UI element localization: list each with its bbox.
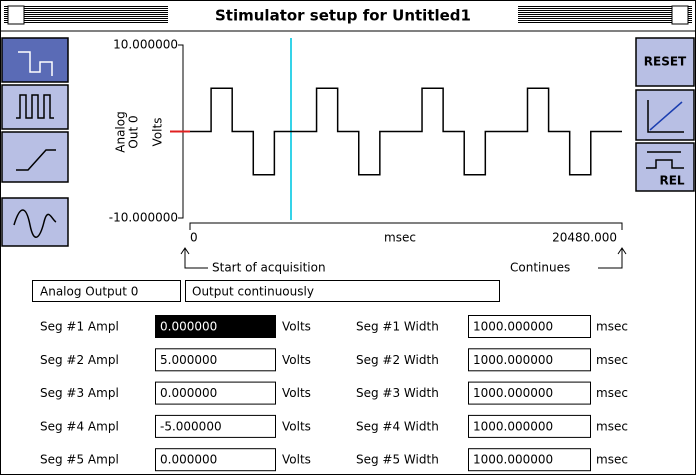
start-label: Start of acquisition (212, 261, 326, 275)
window-title: Stimulator setup for Untitled1 (215, 7, 471, 25)
amp-label: Seg #1 Ampl (40, 320, 119, 334)
y-min-label: -10.000000 (109, 211, 178, 225)
rel-button[interactable] (635, 142, 695, 192)
amp-value: 0.000000 (160, 453, 217, 467)
width-unit: msec (596, 386, 628, 400)
icon (16, 149, 56, 171)
width-unit: msec (596, 453, 628, 467)
x-end-label: 20480.000 (552, 231, 617, 245)
close-box[interactable] (7, 5, 25, 25)
y-unit: Volts (151, 118, 165, 147)
amp-label: Seg #4 Ampl (40, 419, 119, 433)
width-label: Seg #5 Width (356, 453, 439, 467)
width-value: 1000.000000 (473, 453, 553, 467)
waveform (190, 87, 622, 176)
amp-unit: Volts (282, 320, 311, 334)
waveform-toolbar (1, 37, 69, 247)
pulse-train-tool[interactable] (1, 84, 69, 130)
amp-field[interactable] (155, 315, 276, 338)
amp-field[interactable] (155, 348, 276, 372)
mode-menu[interactable] (185, 280, 500, 302)
width-field[interactable] (468, 381, 591, 405)
amp-value: 0.000000 (160, 386, 217, 400)
amp-label: Seg #5 Ampl (40, 453, 119, 467)
width-field[interactable] (468, 448, 591, 472)
width-value: 1000.000000 (473, 353, 553, 367)
title-bg (168, 4, 518, 26)
amp-label: Seg #2 Ampl (40, 353, 119, 367)
channel-menu-text: Analog Output 0 (40, 285, 138, 299)
width-unit: msec (596, 320, 628, 334)
icon (646, 159, 684, 169)
square-wave-tool[interactable] (1, 37, 69, 83)
arrow (617, 247, 627, 255)
sine-tool[interactable] (1, 197, 69, 247)
width-value: 1000.000000 (473, 386, 553, 400)
amp-field[interactable] (155, 414, 276, 438)
plot: 10.000000 -10.000000 Analog Out 0 Volts … (109, 38, 627, 275)
channel-label: Analog (114, 111, 128, 152)
icon (16, 94, 54, 119)
arrow (180, 247, 190, 255)
amp-unit: Volts (282, 353, 311, 367)
icon (647, 100, 684, 133)
channel-menu[interactable] (32, 280, 181, 302)
arrow (184, 249, 208, 269)
x-axis (189, 222, 623, 230)
width-field[interactable] (468, 414, 591, 438)
amp-value: -5.000000 (160, 419, 222, 433)
amp-unit: Volts (282, 386, 311, 400)
width-label: Seg #1 Width (356, 320, 439, 334)
amp-field[interactable] (155, 448, 276, 472)
mode-menu-text: Output continuously (192, 285, 314, 299)
channel-label: Out 0 (127, 115, 141, 148)
amp-field[interactable] (155, 381, 276, 405)
ramp-tool[interactable] (1, 131, 69, 183)
arrow (598, 249, 623, 269)
width-unit: msec (596, 419, 628, 433)
end-label: Continues (510, 261, 570, 275)
width-label: Seg #4 Width (356, 419, 439, 433)
width-field[interactable] (468, 315, 591, 338)
width-value: 1000.000000 (473, 320, 553, 334)
width-field[interactable] (468, 348, 591, 372)
width-label: Seg #3 Width (356, 386, 439, 400)
width-unit: msec (596, 353, 628, 367)
icon (18, 51, 53, 76)
y-max-label: 10.000000 (113, 38, 178, 52)
x-unit: msec (384, 231, 416, 245)
right-toolbar (635, 37, 695, 192)
rel-label: REL (659, 174, 684, 188)
width-value: 1000.000000 (473, 419, 553, 433)
width-label: Seg #2 Width (356, 353, 439, 367)
icon (649, 101, 683, 131)
amp-unit: Volts (282, 419, 311, 433)
amp-value: 0.000000 (160, 320, 217, 334)
icon (13, 209, 57, 238)
amp-unit: Volts (282, 453, 311, 467)
reset-label: RESET (644, 55, 687, 69)
amp-value: 5.000000 (160, 353, 217, 367)
reset-button[interactable] (635, 37, 695, 87)
zoom-box[interactable] (671, 5, 689, 25)
x-start-label: 0 (190, 231, 198, 245)
amp-label: Seg #3 Ampl (40, 386, 119, 400)
